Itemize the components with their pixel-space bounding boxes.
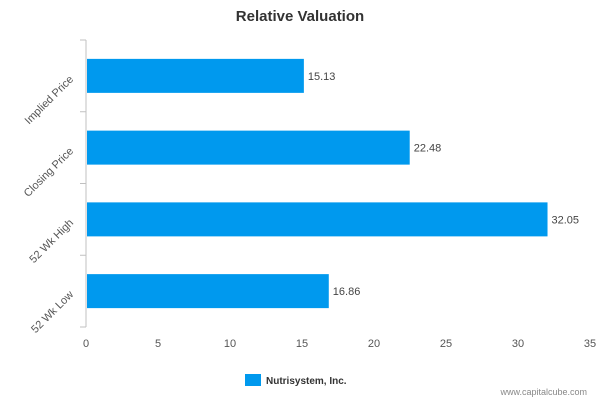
x-tick-label: 0 (83, 338, 89, 350)
y-tick-label: Implied Price (23, 74, 76, 127)
y-tick-label: 52 Wk High (27, 217, 76, 266)
y-tick-label: Closing Price (22, 145, 76, 199)
chart-title: Relative Valuation (236, 8, 364, 25)
x-tick-label: 5 (155, 338, 161, 350)
bar-value-label: 16.86 (333, 286, 361, 298)
x-tick-label: 30 (512, 338, 524, 350)
bar-value-label: 15.13 (308, 71, 336, 83)
bar (87, 130, 410, 165)
bar-value-label: 22.48 (414, 143, 442, 155)
bar (87, 58, 304, 93)
bar (87, 202, 548, 237)
y-tick-label: 52 Wk Low (29, 289, 76, 336)
x-tick-label: 15 (296, 338, 308, 350)
x-tick-label: 35 (584, 338, 596, 350)
source-credit: www.capitalcube.com (499, 387, 587, 397)
legend: Nutrisystem, Inc. (245, 374, 347, 387)
x-tick-label: 10 (224, 338, 236, 350)
legend-swatch (245, 374, 261, 386)
bar-value-label: 32.05 (552, 214, 580, 226)
x-tick-label: 25 (440, 338, 452, 350)
legend-label: Nutrisystem, Inc. (266, 376, 347, 387)
bar (87, 274, 329, 309)
plot-area: 15.13 Implied Price 22.48 Closing Price 32.0… (22, 39, 596, 350)
x-tick-label: 20 (368, 338, 380, 350)
